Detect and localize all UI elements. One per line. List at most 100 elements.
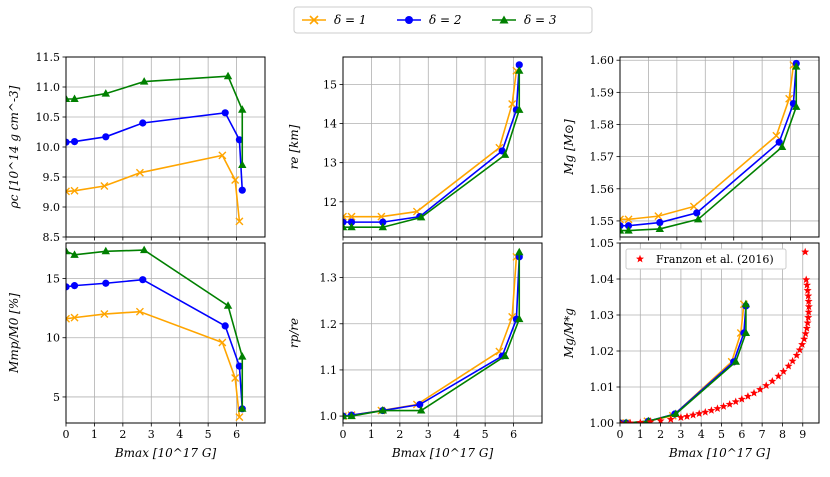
- data-point: [218, 151, 227, 160]
- panel-legend-label: Franzon et al. (2016): [656, 253, 774, 266]
- data-point: [515, 247, 524, 256]
- data-point: [416, 400, 424, 409]
- y-tick-label: 1.1: [320, 364, 338, 377]
- chart-panel-5: 1.0 1.1 1.2 1.3 0 1 2 3 4 5 6 rp/re Bmax [10^17 G]: [287, 242, 543, 460]
- top-legend: δ = 1 δ = 2 δ = 3: [293, 6, 593, 34]
- data-point: [347, 222, 356, 231]
- series-4: [620, 247, 813, 423]
- series-1: [343, 66, 521, 221]
- data-point: [801, 247, 810, 256]
- x-tick-label: 1: [637, 428, 644, 441]
- triangle-marker-icon: [499, 15, 509, 24]
- series-line: [66, 154, 241, 222]
- x-tick-label: 4: [698, 428, 705, 441]
- data-point: [100, 182, 109, 190]
- data-point: [792, 351, 801, 359]
- y-axis-label: Mg/M*g: [562, 308, 576, 359]
- series-line: [620, 64, 795, 221]
- y-tick-label: 1.0: [320, 410, 338, 423]
- series-line: [343, 70, 521, 229]
- data-point: [777, 142, 787, 150]
- data-point: [707, 406, 716, 414]
- plot-area: [343, 247, 524, 421]
- data-point: [624, 215, 633, 224]
- data-point: [775, 138, 783, 146]
- x-axis-label: Bmax [10^17 G]: [114, 446, 217, 460]
- data-point: [101, 246, 110, 255]
- data-point: [66, 246, 71, 255]
- y-tick-label: 1.2: [320, 318, 338, 331]
- x-tick-label: 0: [340, 428, 347, 441]
- data-point: [343, 411, 348, 420]
- data-point: [713, 404, 722, 412]
- data-point: [515, 66, 524, 74]
- y-tick-label: 9.5: [43, 171, 61, 184]
- legend-item-delta-2: δ = 2: [397, 13, 462, 27]
- data-point: [218, 338, 227, 347]
- y-tick-label: 1.58: [590, 119, 615, 132]
- y-tick-label: 1.00: [590, 417, 615, 430]
- data-point: [231, 374, 240, 382]
- axes-frame: [65, 242, 266, 424]
- data-point: [238, 160, 247, 168]
- data-point: [676, 413, 685, 421]
- data-point: [508, 99, 517, 108]
- y-tick-label: 1.02: [590, 345, 615, 358]
- series-line: [66, 310, 241, 418]
- data-point: [221, 322, 229, 330]
- data-point: [500, 150, 510, 158]
- data-point: [671, 409, 681, 417]
- data-point: [515, 105, 524, 113]
- legend-label-delta-1: δ = 1: [334, 13, 367, 27]
- y-tick-label: 9.0: [43, 201, 61, 214]
- star-marker-icon: [636, 254, 644, 263]
- data-point: [743, 392, 752, 400]
- x-tick-label: 6: [510, 428, 517, 441]
- data-point: [626, 418, 635, 423]
- x-tick-label: 5: [482, 428, 489, 441]
- data-point: [689, 202, 698, 211]
- data-point: [235, 413, 244, 422]
- data-point: [788, 356, 797, 365]
- data-point: [620, 222, 624, 230]
- data-point: [719, 402, 728, 410]
- series-3: [620, 62, 801, 234]
- y-axis-label: Mmp/M0 [%]: [7, 293, 21, 374]
- plot-area: [620, 247, 813, 423]
- data-point: [235, 217, 244, 226]
- data-point: [70, 282, 79, 290]
- legend-label-delta-2: δ = 2: [429, 13, 462, 27]
- y-tick-label: 11.5: [36, 51, 61, 64]
- data-point: [515, 61, 523, 69]
- data-point: [378, 406, 387, 414]
- data-point: [70, 250, 79, 258]
- x-tick-label: 3: [677, 428, 684, 441]
- data-point: [223, 71, 233, 80]
- data-point: [804, 307, 813, 316]
- data-point: [223, 301, 233, 309]
- series-2: [620, 59, 800, 230]
- data-point: [139, 245, 149, 254]
- data-point: [102, 133, 110, 141]
- data-point: [235, 136, 244, 144]
- data-point: [802, 275, 811, 284]
- legend-item-delta-3: δ = 3: [492, 13, 557, 27]
- x-tick-label: 0: [617, 428, 624, 441]
- x-tick-label: 6: [233, 428, 240, 441]
- series-3: [343, 66, 524, 231]
- x-tick-label: 4: [453, 428, 460, 441]
- x-tick-label: 5: [718, 428, 725, 441]
- data-point: [416, 406, 426, 414]
- chart-panel-3: 1.55 1.56 1.57 1.58 1.59 1.60 Mg [M⊙]: [562, 54, 820, 241]
- data-point: [701, 408, 710, 416]
- plot-area: [66, 245, 247, 422]
- data-point: [70, 186, 79, 195]
- data-point: [379, 218, 387, 226]
- x-tick-label: 4: [176, 428, 183, 441]
- series-2: [66, 276, 246, 413]
- data-point: [347, 218, 356, 226]
- data-point: [750, 388, 759, 397]
- data-point: [221, 109, 229, 117]
- data-point: [135, 168, 144, 177]
